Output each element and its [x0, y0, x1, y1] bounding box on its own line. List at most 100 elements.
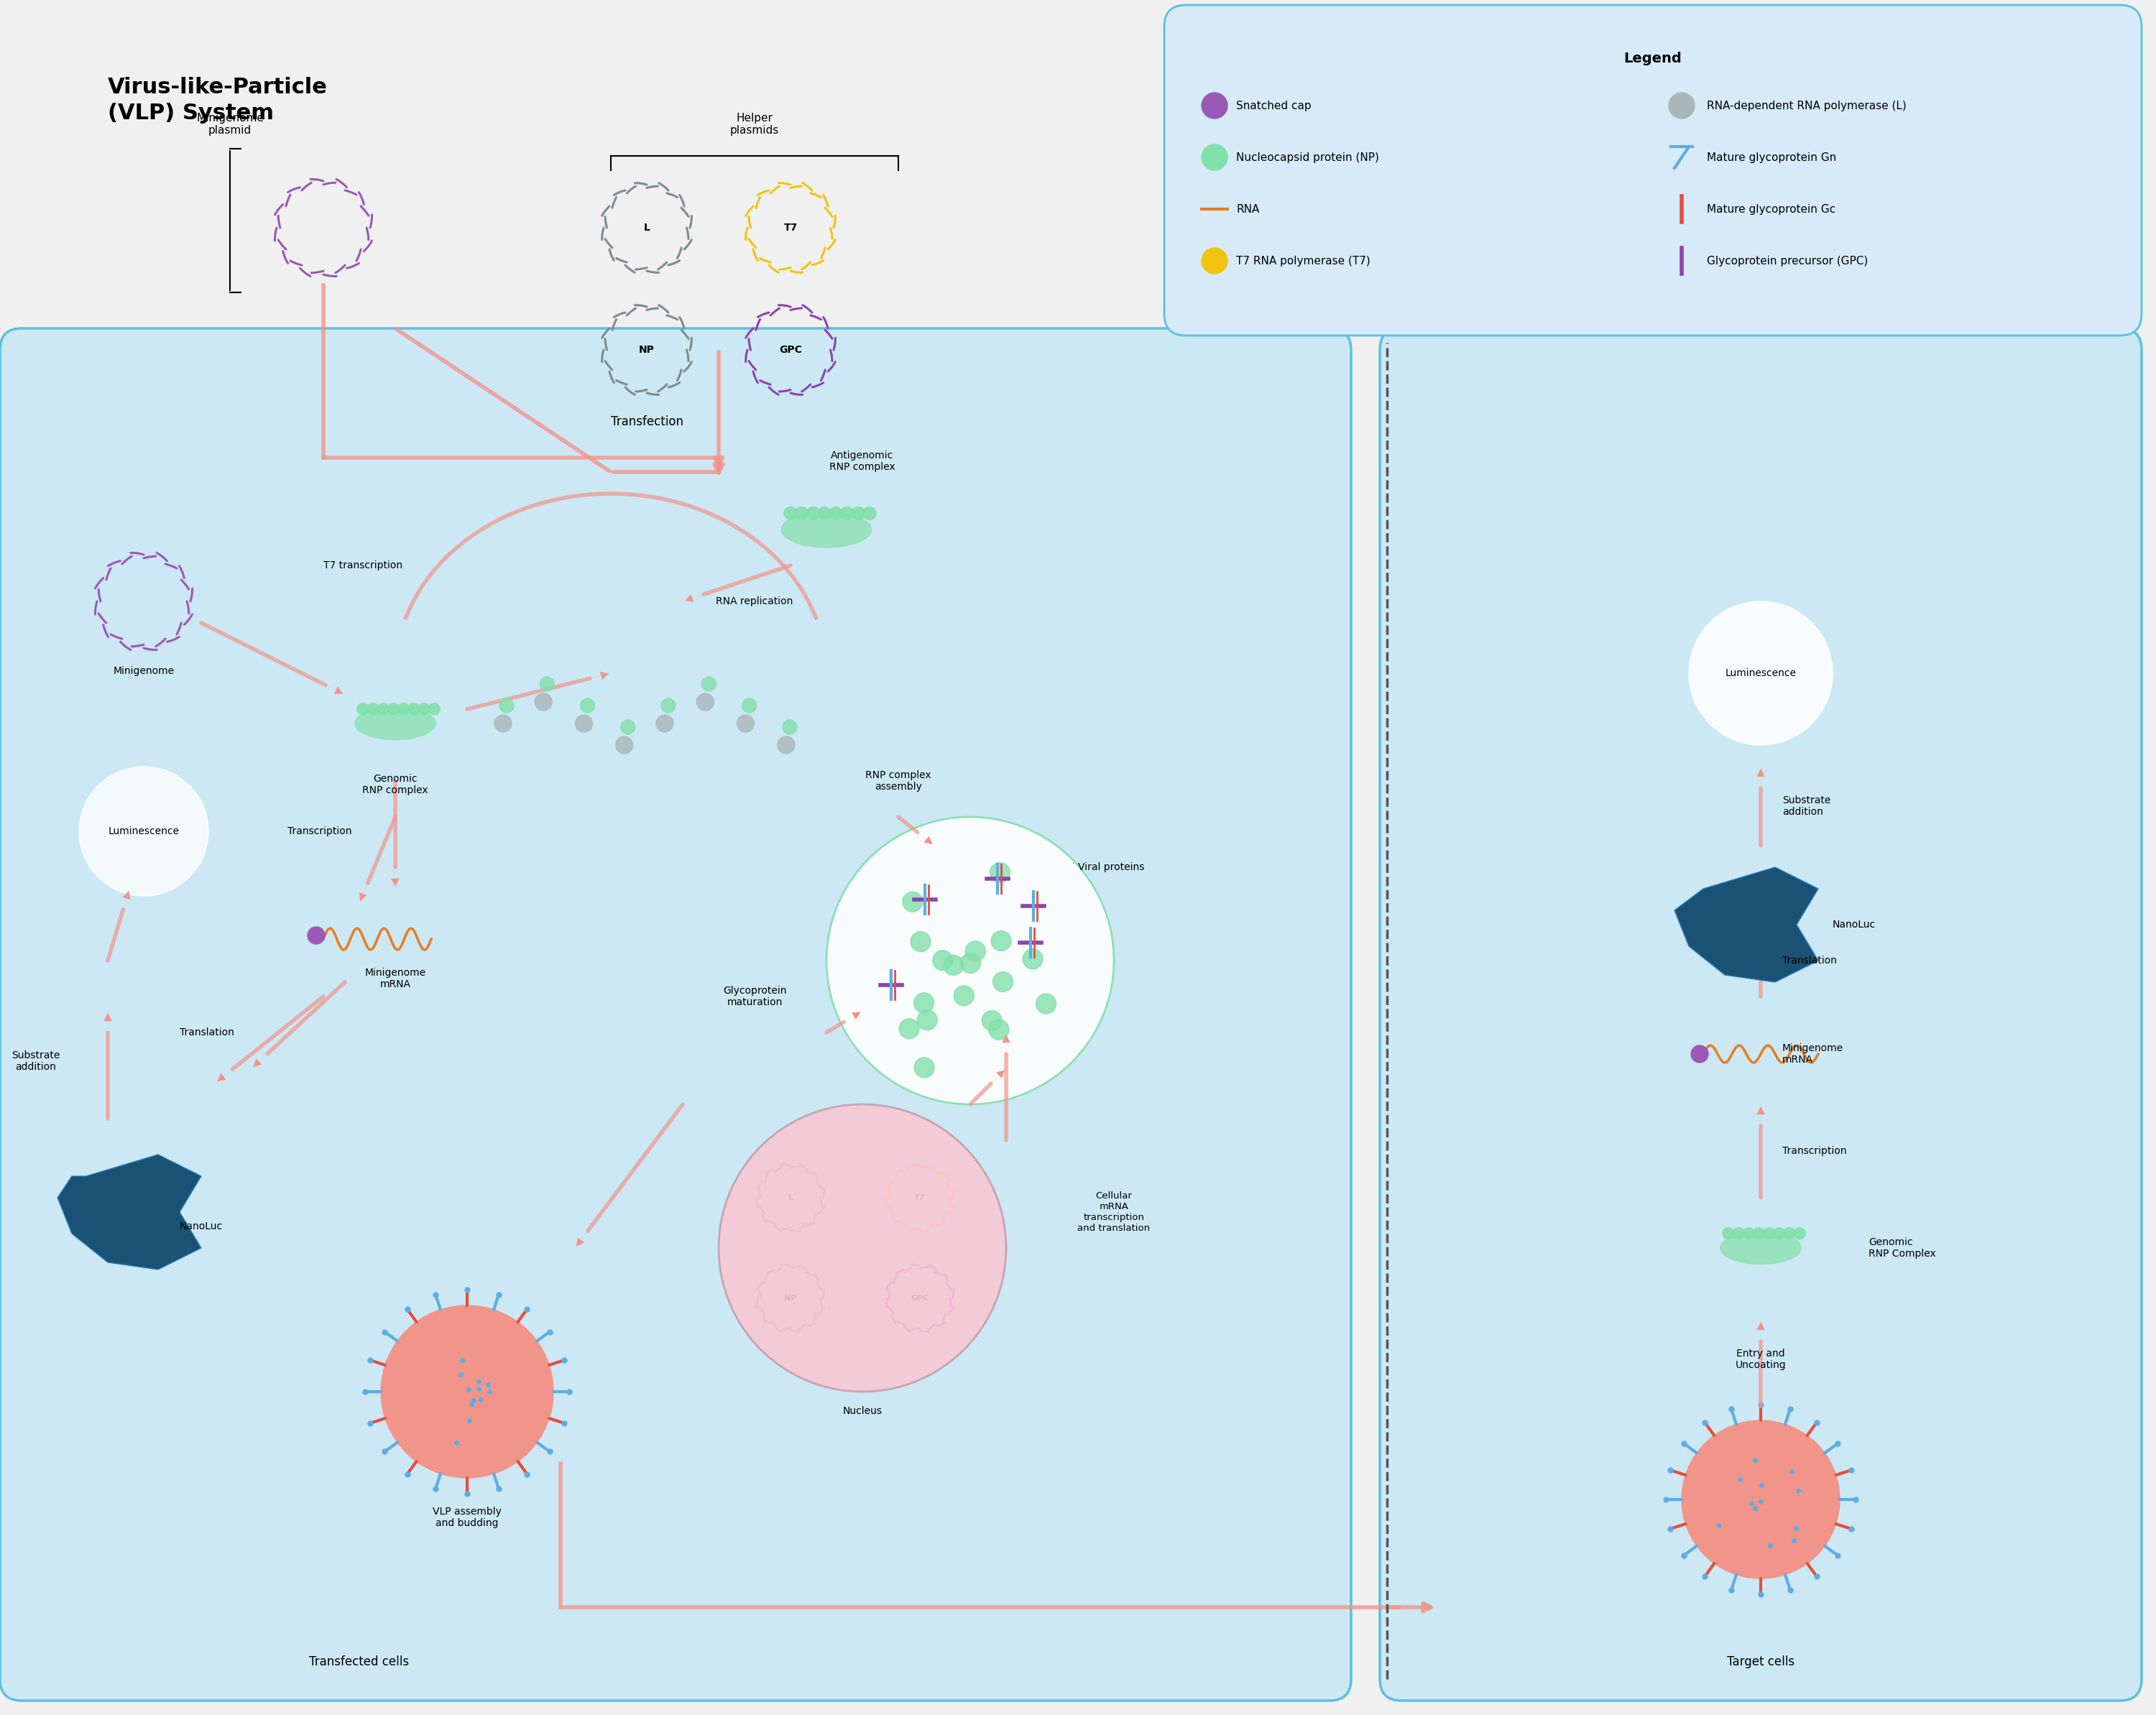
FancyBboxPatch shape [1380, 328, 2141, 1701]
Circle shape [841, 508, 854, 520]
Circle shape [910, 931, 931, 952]
Circle shape [397, 703, 410, 715]
Text: Minigenome
plasmid: Minigenome plasmid [196, 113, 263, 135]
Text: Snatched cap: Snatched cap [1235, 99, 1311, 111]
Text: Substrate
addition: Substrate addition [1783, 796, 1830, 816]
Text: T7 transcription: T7 transcription [323, 561, 403, 571]
Circle shape [826, 816, 1115, 1104]
Circle shape [903, 892, 923, 912]
Circle shape [785, 508, 798, 520]
Text: Luminescence: Luminescence [108, 827, 179, 837]
Text: Virus-like-Particle
(VLP) System: Virus-like-Particle (VLP) System [108, 77, 328, 123]
Text: Nucleus: Nucleus [843, 1406, 882, 1417]
Circle shape [830, 508, 843, 520]
Circle shape [621, 720, 636, 734]
Text: Substrate
addition: Substrate addition [11, 1050, 60, 1072]
Circle shape [377, 703, 388, 715]
Circle shape [576, 715, 593, 732]
Text: Minigenome
mRNA: Minigenome mRNA [364, 967, 427, 990]
Circle shape [944, 955, 964, 976]
Circle shape [1201, 93, 1227, 118]
FancyBboxPatch shape [0, 328, 1352, 1701]
Circle shape [1794, 1228, 1805, 1240]
Circle shape [1742, 1228, 1755, 1240]
Circle shape [1753, 1228, 1766, 1240]
Circle shape [1774, 1228, 1785, 1240]
Circle shape [1733, 1228, 1744, 1240]
Circle shape [862, 508, 875, 520]
Circle shape [742, 698, 757, 713]
Text: T7 RNA polymerase (T7): T7 RNA polymerase (T7) [1235, 256, 1371, 266]
Circle shape [953, 986, 975, 1005]
Circle shape [1783, 1228, 1796, 1240]
Text: Glycoprotein
maturation: Glycoprotein maturation [722, 986, 787, 1007]
Polygon shape [58, 1154, 201, 1269]
Circle shape [817, 508, 830, 520]
Circle shape [701, 677, 716, 691]
Circle shape [778, 736, 796, 753]
Circle shape [1688, 602, 1833, 744]
Circle shape [783, 720, 798, 734]
Circle shape [899, 1019, 918, 1039]
FancyBboxPatch shape [1164, 5, 2141, 336]
Text: L: L [645, 223, 649, 233]
Text: T7: T7 [914, 1194, 925, 1200]
Ellipse shape [356, 707, 436, 739]
Circle shape [990, 1020, 1009, 1039]
Circle shape [500, 698, 513, 713]
Text: Minigenome: Minigenome [112, 665, 175, 676]
Text: Translation: Translation [179, 1027, 235, 1038]
Circle shape [966, 942, 985, 960]
Text: Glycoprotein precursor (GPC): Glycoprotein precursor (GPC) [1708, 256, 1867, 266]
Circle shape [418, 703, 429, 715]
Polygon shape [1675, 868, 1818, 983]
Circle shape [994, 972, 1013, 991]
Text: RNP complex
assembly: RNP complex assembly [865, 770, 931, 792]
Circle shape [662, 698, 675, 713]
Circle shape [914, 1058, 934, 1077]
Text: Mature glycoprotein Gn: Mature glycoprotein Gn [1708, 153, 1837, 163]
Circle shape [914, 993, 934, 1014]
Text: NP: NP [638, 345, 655, 355]
Text: Minigenome
mRNA: Minigenome mRNA [1783, 1043, 1843, 1065]
Circle shape [580, 698, 595, 713]
Text: Target cells: Target cells [1727, 1655, 1794, 1669]
Text: Transcription: Transcription [287, 827, 351, 837]
Ellipse shape [1720, 1231, 1800, 1264]
Circle shape [535, 693, 552, 710]
Circle shape [382, 1305, 554, 1478]
Text: Mature glycoprotein Gc: Mature glycoprotein Gc [1708, 204, 1835, 214]
Circle shape [358, 703, 369, 715]
Circle shape [718, 1104, 1007, 1391]
Text: Transfected cells: Transfected cells [308, 1655, 410, 1669]
Circle shape [1764, 1228, 1774, 1240]
Circle shape [696, 693, 714, 710]
Text: Legend: Legend [1623, 51, 1682, 65]
Circle shape [737, 715, 755, 732]
Text: VLP assembly
and budding: VLP assembly and budding [433, 1507, 502, 1528]
Circle shape [308, 926, 326, 943]
Text: T7: T7 [783, 223, 798, 233]
Text: Viral proteins: Viral proteins [1078, 863, 1145, 873]
Text: NanoLuc: NanoLuc [179, 1221, 222, 1231]
Text: GPC: GPC [778, 345, 802, 355]
Circle shape [388, 703, 399, 715]
Circle shape [1669, 93, 1695, 118]
Text: Entry and
Uncoating: Entry and Uncoating [1736, 1348, 1785, 1370]
Circle shape [992, 931, 1011, 950]
Circle shape [429, 703, 440, 715]
Circle shape [990, 863, 1009, 883]
Circle shape [1201, 144, 1227, 170]
Text: Genomic
RNP complex: Genomic RNP complex [362, 773, 429, 796]
Circle shape [655, 715, 673, 732]
Text: Transfection: Transfection [610, 415, 683, 429]
Circle shape [407, 703, 420, 715]
Text: RNA-dependent RNA polymerase (L): RNA-dependent RNA polymerase (L) [1708, 99, 1906, 111]
Circle shape [981, 1010, 1003, 1031]
Text: RNA: RNA [1235, 204, 1259, 214]
Circle shape [959, 954, 981, 972]
Text: Transcription: Transcription [1783, 1146, 1846, 1156]
Text: NanoLuc: NanoLuc [1833, 919, 1876, 930]
Circle shape [916, 1010, 938, 1031]
Text: Cellular
mRNA
transcription
and translation: Cellular mRNA transcription and translat… [1078, 1192, 1151, 1233]
